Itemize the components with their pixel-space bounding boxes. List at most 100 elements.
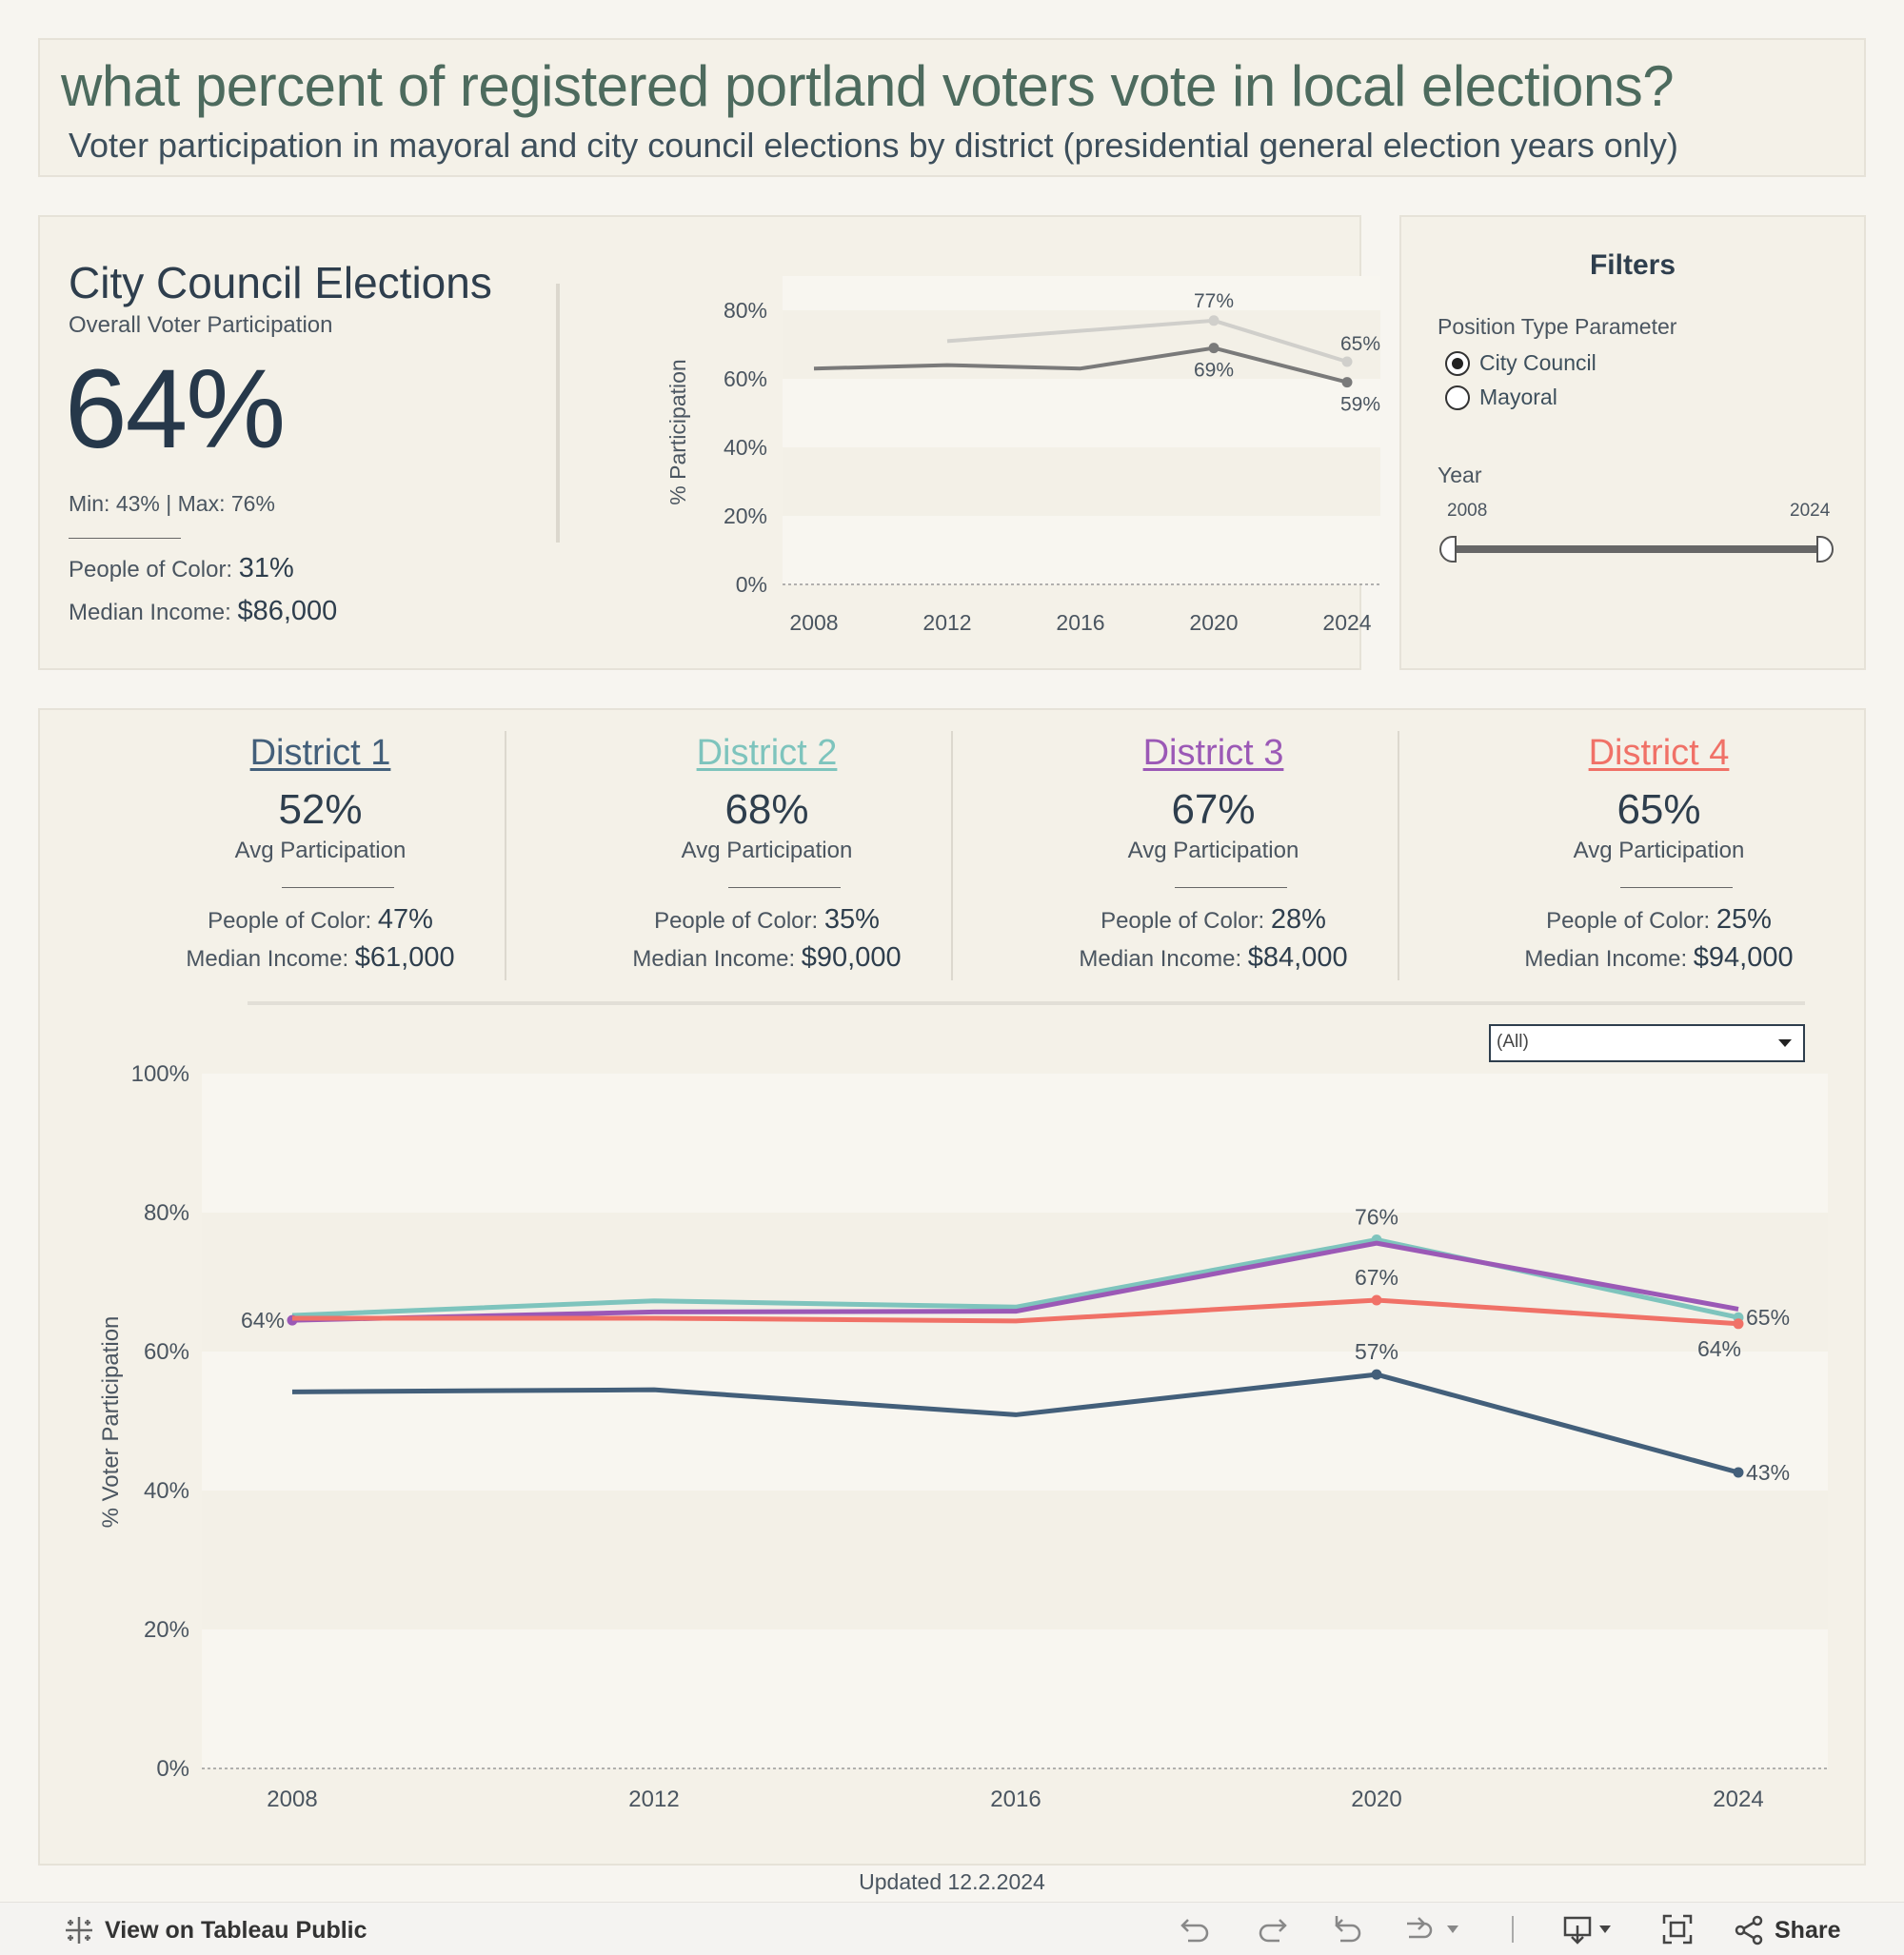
y-tick-label: 0% — [736, 572, 767, 597]
income-label: Median Income: — [632, 946, 796, 972]
year-slider-max-handle[interactable] — [1816, 536, 1834, 563]
overview-poc: People of Color: 31% — [69, 553, 294, 584]
x-tick-label: 2012 — [628, 1787, 679, 1812]
district-avg-value: 68% — [724, 786, 809, 833]
data-point — [1208, 315, 1220, 326]
income-value: $84,000 — [1247, 942, 1348, 973]
overview-title: City Council Elections — [69, 258, 492, 307]
x-tick-label: 2012 — [922, 610, 971, 635]
fullscreen-icon[interactable] — [1660, 1912, 1695, 1946]
divider — [1175, 887, 1287, 888]
radio-mayoral[interactable]: Mayoral — [1445, 385, 1557, 410]
district-avg-value: 67% — [1171, 786, 1256, 833]
view-on-tableau-link[interactable]: View on Tableau Public — [63, 1914, 367, 1946]
year-label: Year — [1438, 463, 1482, 487]
district-poc: People of Color: 25% — [1436, 904, 1882, 936]
radio-label: Mayoral — [1479, 385, 1557, 409]
radio-label: City Council — [1479, 350, 1597, 375]
data-point — [1208, 343, 1220, 354]
district-2-link[interactable]: District 2 — [696, 733, 838, 773]
data-label: 65% — [1746, 1305, 1790, 1330]
year-max-label: 2024 — [1790, 501, 1831, 521]
overall-participation-value: 64% — [65, 346, 286, 472]
data-label: 64% — [241, 1308, 285, 1333]
chart-band — [783, 379, 1380, 447]
chart-band — [202, 1213, 1828, 1352]
x-tick-label: 2008 — [267, 1787, 317, 1812]
toolbar-divider — [1512, 1916, 1514, 1943]
income-label: Median Income: — [1524, 946, 1688, 972]
data-point — [1733, 1318, 1744, 1330]
radio-unselected-icon[interactable] — [1445, 385, 1470, 410]
district-poc: People of Color: 47% — [97, 904, 544, 936]
dropdown-value: (All) — [1497, 1032, 1529, 1052]
poc-label: People of Color: — [1101, 908, 1265, 934]
redo-icon[interactable] — [1253, 1912, 1291, 1946]
undo-icon[interactable] — [1177, 1912, 1215, 1946]
district-income: Median Income: $94,000 — [1436, 942, 1882, 974]
share-label: Share — [1775, 1916, 1841, 1944]
divider — [282, 887, 394, 888]
district-avg-value: 52% — [278, 786, 363, 833]
y-tick-label: 40% — [144, 1478, 189, 1504]
share-button[interactable]: Share — [1733, 1914, 1840, 1946]
radio-city-council[interactable]: City Council — [1445, 350, 1597, 376]
district-avg-value: 65% — [1616, 786, 1701, 833]
y-axis-title: % Participation — [665, 359, 690, 504]
chart-band — [202, 1352, 1828, 1491]
y-tick-label: 60% — [724, 366, 767, 391]
poc-label: People of Color: — [1546, 908, 1711, 934]
chevron-down-icon — [1778, 1039, 1792, 1047]
year-slider-min-handle[interactable] — [1439, 536, 1457, 563]
district-3-link[interactable]: District 3 — [1142, 733, 1284, 773]
income-value: $94,000 — [1693, 942, 1794, 973]
refresh-dropdown-icon[interactable] — [1399, 1912, 1466, 1946]
district-poc: People of Color: 28% — [990, 904, 1437, 936]
data-label: 76% — [1355, 1204, 1398, 1229]
section-divider — [248, 1001, 1805, 1005]
overview-income: Median Income: $86,000 — [69, 596, 337, 627]
y-tick-label: 80% — [724, 298, 767, 323]
district-participation-chart[interactable]: 0% 20% 40% 60% 80% 100% 2008 2012 2016 2020 2024 % … — [40, 710, 1868, 1867]
data-label: 59% — [1340, 394, 1380, 416]
overall-participation-chart[interactable]: 0% 20% 40% 60% 80% 2008 2012 2016 2020 2024 % Part… — [611, 217, 1392, 672]
income-value: $86,000 — [237, 596, 338, 626]
income-label: Median Income: — [186, 946, 349, 972]
poc-label: People of Color: — [654, 908, 819, 934]
y-tick-label: 0% — [156, 1756, 189, 1782]
data-label: 69% — [1194, 360, 1234, 382]
series-line-city-council — [813, 346, 1348, 385]
y-axis-title: % Voter Participation — [98, 1316, 124, 1529]
poc-value: 28% — [1270, 904, 1326, 935]
series-line-district-4 — [292, 1297, 1739, 1327]
view-label: View on Tableau Public — [105, 1916, 367, 1944]
poc-value: 35% — [823, 904, 880, 935]
x-tick-label: 2024 — [1713, 1787, 1763, 1812]
district-avg-label: Avg Participation — [681, 838, 853, 863]
poc-value: 47% — [377, 904, 433, 935]
district-income: Median Income: $90,000 — [544, 942, 990, 974]
data-point — [1371, 1294, 1382, 1306]
revert-icon[interactable] — [1329, 1912, 1367, 1946]
district-avg-label: Avg Participation — [234, 838, 407, 863]
column-divider — [1398, 731, 1399, 980]
income-value: $90,000 — [801, 942, 902, 973]
radio-selected-icon[interactable] — [1445, 350, 1470, 376]
district-income: Median Income: $84,000 — [990, 942, 1437, 974]
x-tick-label: 2008 — [789, 610, 838, 635]
district-1-link[interactable]: District 1 — [249, 733, 391, 773]
page-title: what percent of registered portland vote… — [61, 54, 1675, 118]
district-filter-dropdown[interactable]: (All) — [1489, 1024, 1805, 1062]
data-label: 77% — [1194, 290, 1234, 312]
year-slider-track[interactable] — [1447, 545, 1824, 553]
updated-note: Updated 12.2.2024 — [859, 1869, 1045, 1894]
x-tick-label: 2024 — [1322, 610, 1371, 635]
poc-value: 31% — [238, 553, 294, 583]
y-tick-label: 20% — [724, 504, 767, 528]
download-icon[interactable] — [1561, 1912, 1618, 1946]
district-4-link[interactable]: District 4 — [1588, 733, 1730, 773]
x-tick-label: 2020 — [1351, 1787, 1401, 1812]
column-divider — [951, 731, 953, 980]
data-point — [1733, 1467, 1744, 1478]
poc-label: People of Color: — [208, 908, 372, 934]
